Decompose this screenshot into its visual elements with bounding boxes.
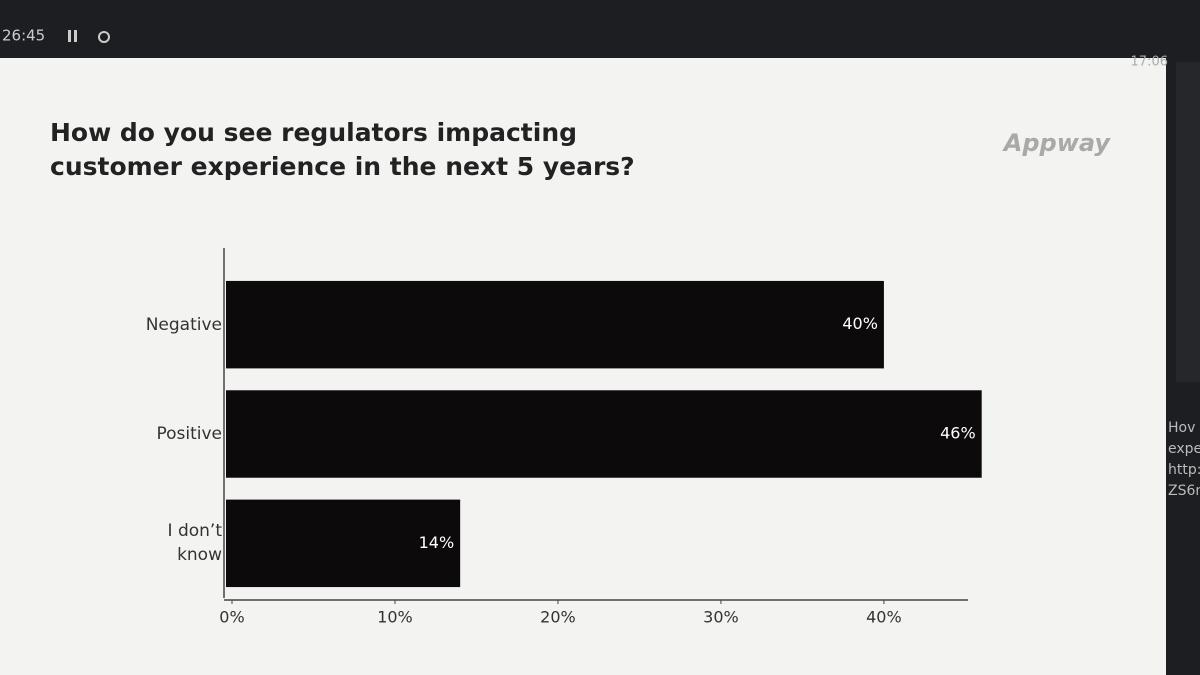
y-tick-label: Positive [156, 424, 222, 444]
reset-icon [98, 31, 110, 43]
timer: 26:45 [2, 27, 45, 45]
value-label: 14% [419, 533, 455, 552]
value-label: 40% [842, 314, 878, 333]
logo: Appway [1002, 129, 1112, 157]
bar [226, 499, 461, 588]
x-tick-label: 20% [540, 608, 576, 627]
side-panel [1176, 62, 1200, 382]
pause-icon [68, 30, 71, 42]
value-label: 46% [940, 424, 976, 443]
side-line: ZS6n [1168, 483, 1200, 499]
side-line: expe [1168, 441, 1200, 457]
pause-icon [74, 30, 77, 42]
y-tick-label: Negative [145, 314, 222, 335]
bar [226, 280, 884, 369]
bar [226, 390, 982, 478]
side-line: http: [1168, 462, 1200, 478]
x-tick-label: 10% [377, 608, 413, 627]
x-tick-label: 0% [219, 608, 244, 627]
x-tick-label: 30% [703, 608, 739, 627]
clock: 17:06 [1131, 55, 1168, 70]
side-text: Hov expe http: ZS6n [1168, 418, 1200, 502]
chart-title: How do you see regulators impacting cust… [50, 118, 635, 181]
y-tick-label: I don’t know [167, 521, 222, 566]
side-line: Hov [1168, 420, 1196, 436]
x-tick-label: 40% [866, 608, 902, 627]
